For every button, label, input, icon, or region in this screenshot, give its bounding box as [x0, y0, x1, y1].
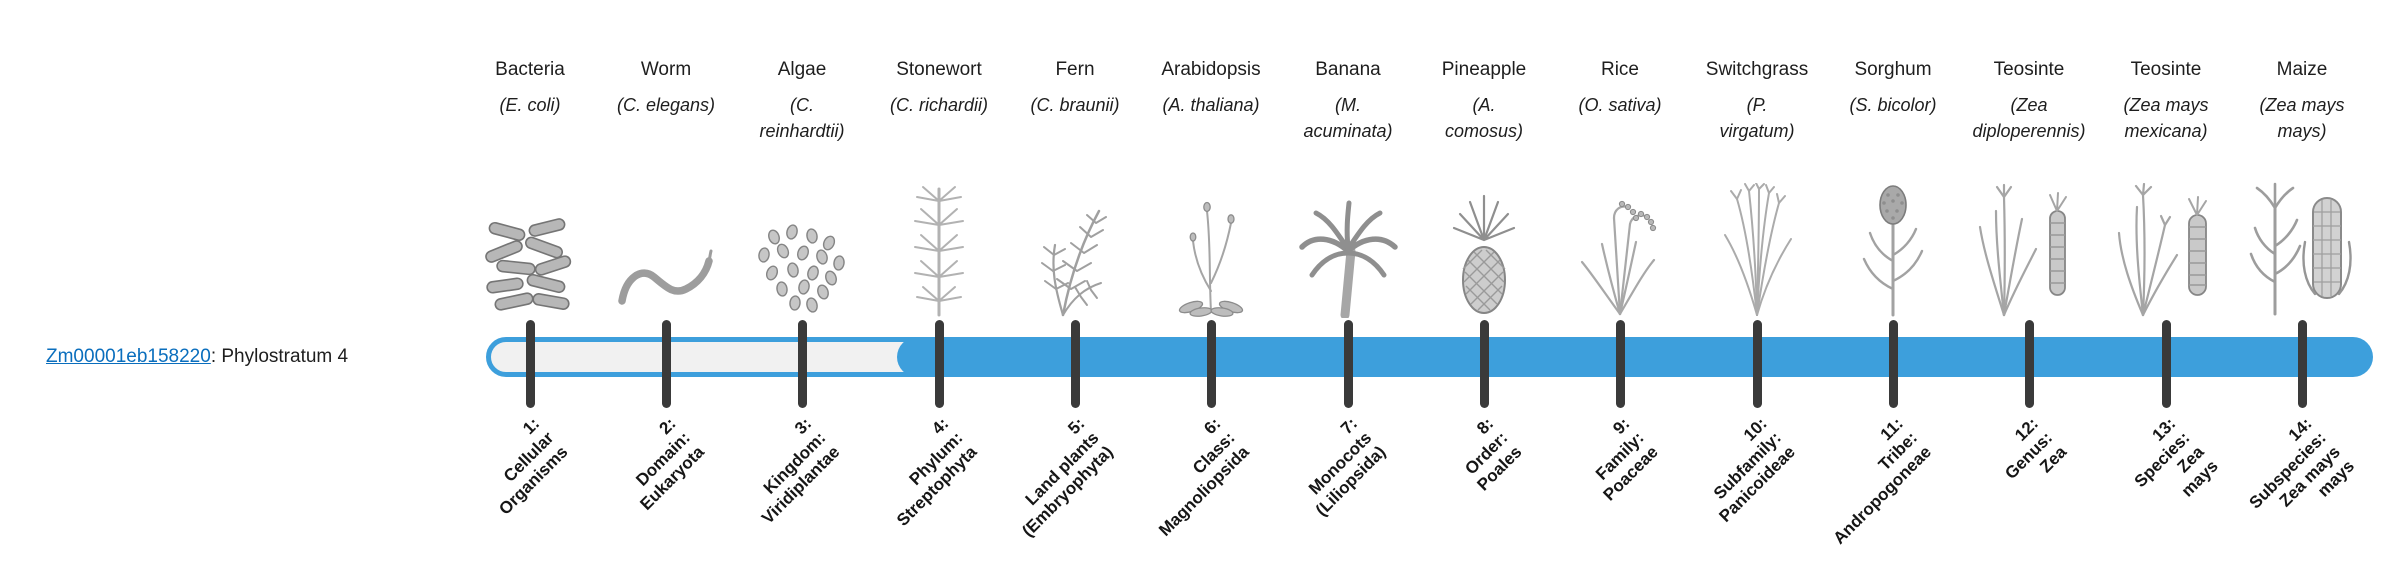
phylostratum-bar-filled — [897, 337, 2373, 377]
organism-column-teosinte-mexicana: Teosinte (Zea mays mexicana) — [2081, 58, 2251, 318]
organism-scientific-name: (Zea diploperennis) — [1972, 95, 2086, 141]
organism-common-name: Fern — [1055, 59, 1095, 80]
teosinte-diploperennis-icon — [1978, 183, 2067, 317]
phylostratum-tick-2 — [661, 320, 671, 408]
phylostratum-tick-1 — [525, 320, 535, 408]
organism-scientific-name: (P. virgatum) — [1719, 95, 1795, 141]
organism-scientific-name: (O. sativa) — [1578, 95, 1662, 115]
pineapple-icon — [1452, 194, 1515, 314]
organism-scientific-name: (C. elegans) — [616, 95, 716, 115]
organism-common-name: Rice — [1600, 59, 1639, 80]
organism-common-name: Teosinte — [2130, 59, 2202, 80]
organism-column-sorghum: Sorghum (S. bicolor) — [1808, 58, 1978, 318]
phylostratum-bar-unfilled — [486, 337, 954, 377]
phylostratum-tick-5 — [1070, 320, 1080, 408]
organism-common-name: Algae — [777, 59, 827, 80]
organism-common-name: Sorghum — [1854, 59, 1932, 80]
organism-common-name: Pineapple — [1441, 59, 1527, 80]
organism-scientific-name: (S. bicolor) — [1849, 95, 1937, 115]
organism-scientific-name: (A. thaliana) — [1162, 95, 1260, 115]
organism-column-teosinte-diploperennis: Teosinte (Zea diploperennis) — [1944, 58, 2114, 318]
phylostratum-tick-11 — [1888, 320, 1898, 408]
phylostratum-tick-3 — [797, 320, 807, 408]
banana-icon — [1298, 200, 1398, 318]
organism-column-stonewort: Stonewort (C. richardii) — [854, 58, 1024, 318]
organism-scientific-name: (E. coli) — [499, 95, 561, 115]
phylostratum-tick-6 — [1206, 320, 1216, 408]
phylostratum-tick-7 — [1343, 320, 1353, 408]
gene-annotation: : Phylostratum 4 — [210, 346, 349, 367]
organism-column-fern: Fern (C. braunii) — [990, 58, 1160, 318]
teosinte-mexicana-icon — [2117, 183, 2207, 317]
phylostratum-tick-4 — [934, 320, 944, 408]
organism-scientific-name: (Zea mays mexicana) — [2123, 95, 2209, 141]
organism-column-switchgrass: Switchgrass (P. virgatum) — [1672, 58, 1842, 318]
organism-column-algae: Algae (C. reinhardtii) — [717, 58, 887, 318]
phylostratum-tick-8 — [1479, 320, 1489, 408]
organism-column-banana: Banana (M. acuminata) — [1263, 58, 1433, 318]
organism-scientific-name: (C. richardii) — [889, 95, 988, 115]
worm-icon — [618, 249, 713, 305]
bacteria-icon — [484, 218, 571, 311]
organism-scientific-name: (Zea mays mays) — [2259, 95, 2345, 141]
organism-column-worm: Worm (C. elegans) — [581, 58, 751, 318]
organism-scientific-name: (C. braunii) — [1030, 95, 1120, 115]
organism-common-name: Maize — [2276, 59, 2328, 80]
organism-common-name: Teosinte — [1993, 59, 2065, 80]
organism-scientific-name: (C. reinhardtii) — [759, 95, 845, 141]
gene-id-link[interactable]: Zm00001eb158220 — [46, 346, 211, 367]
organism-common-name: Switchgrass — [1705, 59, 1809, 80]
phylostratum-tick-12 — [2024, 320, 2034, 408]
organism-column-bacteria: Bacteria (E. coli) — [445, 58, 615, 318]
organism-column-maize: Maize (Zea mays mays) — [2217, 58, 2387, 318]
maize-icon — [2249, 182, 2352, 316]
organism-common-name: Worm — [640, 59, 692, 80]
arabidopsis-icon — [1178, 201, 1243, 317]
rice-icon — [1580, 200, 1657, 316]
organism-scientific-name: (A. comosus) — [1444, 95, 1524, 141]
organism-common-name: Banana — [1315, 59, 1381, 80]
organism-scientific-name: (M. acuminata) — [1303, 95, 1393, 141]
organism-column-rice: Rice (O. sativa) — [1535, 58, 1705, 318]
organism-common-name: Stonewort — [896, 59, 982, 80]
stonewort-icon — [913, 186, 964, 317]
gene-label: Zm00001eb158220: Phylostratum 4 — [46, 346, 348, 368]
fern-icon — [1041, 209, 1107, 317]
algae-icon — [758, 224, 845, 313]
organism-column-arabidopsis: Arabidopsis (A. thaliana) — [1126, 58, 1296, 318]
phylostratum-tick-10 — [1752, 320, 1762, 408]
phylostratum-tick-13 — [2161, 320, 2171, 408]
organism-column-pineapple: Pineapple (A. comosus) — [1399, 58, 1569, 318]
phylostratum-tick-14 — [2297, 320, 2307, 408]
sorghum-icon — [1862, 185, 1924, 317]
phylostratum-tick-9 — [1615, 320, 1625, 408]
organism-common-name: Bacteria — [495, 59, 565, 80]
switchgrass-icon — [1724, 183, 1792, 316]
organism-common-name: Arabidopsis — [1161, 59, 1261, 80]
